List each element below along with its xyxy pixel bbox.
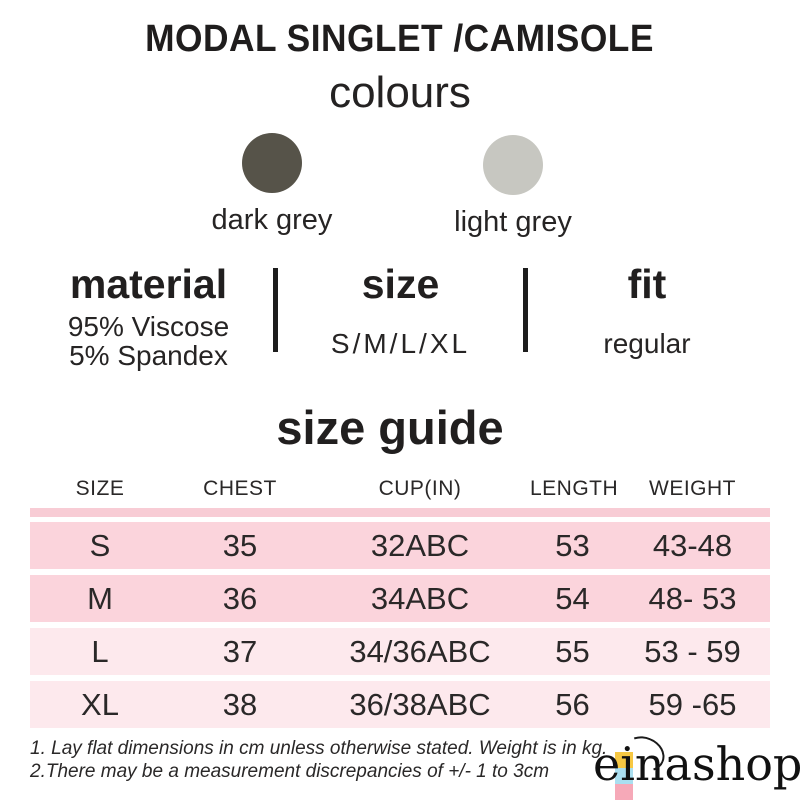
cell-size: S xyxy=(89,527,111,563)
cell-size: XL xyxy=(81,686,119,722)
accent-bar xyxy=(30,508,770,517)
cell-chest: 35 xyxy=(222,527,258,563)
colours-heading: colours xyxy=(329,68,471,117)
vertical-divider xyxy=(523,268,528,352)
logo-block-yellow xyxy=(615,752,633,768)
cell-length: 53 xyxy=(555,527,590,563)
logo-block-pink xyxy=(615,784,633,800)
light-grey-circle xyxy=(483,135,543,195)
cell-length: 55 xyxy=(555,633,590,669)
column-header-chest: CHEST xyxy=(203,477,277,500)
page-title: MODAL SINGLET /CAMISOLE xyxy=(0,18,800,61)
cell-cup: 34/36ABC xyxy=(349,633,491,669)
table-header-row: SIZE CHEST CUP(IN) LENGTH WEIGHT xyxy=(30,477,770,501)
swatch-label-dark-grey: dark grey xyxy=(211,204,333,236)
size-guide-title: size guide xyxy=(276,401,504,454)
material-line-2: 5% Spandex xyxy=(69,340,228,372)
column-header-cup: CUP(IN) xyxy=(378,477,462,500)
size-heading: size xyxy=(361,261,440,307)
column-header-size: SIZE xyxy=(75,477,125,500)
material-lines: 95% Viscose 5% Spandex xyxy=(24,312,273,370)
cell-length: 56 xyxy=(555,686,590,722)
table-row-s: S 35 32ABC 53 43-48 xyxy=(30,522,770,569)
logo-color-blocks xyxy=(615,752,633,800)
cell-cup: 32ABC xyxy=(370,527,470,563)
cell-chest: 37 xyxy=(222,633,258,669)
cell-weight: 48- 53 xyxy=(648,580,737,616)
info-size: size S/M/L/XL xyxy=(278,256,523,370)
footnote-2: 2.There may be a measurement discrepanci… xyxy=(30,761,550,782)
logo-block-blue xyxy=(615,768,633,784)
size-guide-table: SIZE CHEST CUP(IN) LENGTH WEIGHT S 35 32… xyxy=(30,477,770,728)
page-title-text: MODAL SINGLET /CAMISOLE xyxy=(145,18,655,60)
swatch-light-grey: light grey xyxy=(441,135,585,239)
fit-heading: fit xyxy=(627,261,667,307)
material-heading: material xyxy=(69,261,228,307)
cell-size: L xyxy=(91,633,109,669)
cell-length: 54 xyxy=(555,580,590,616)
footnotes: 1. Lay flat dimensions in cm unless othe… xyxy=(30,737,607,783)
table-row-m: M 36 34ABC 54 48- 53 xyxy=(30,575,770,622)
vertical-divider xyxy=(273,268,278,352)
material-line-1: 95% Viscose xyxy=(67,311,230,343)
cell-weight: 43-48 xyxy=(652,527,733,563)
cell-weight: 59 -65 xyxy=(648,686,737,722)
table-row-l: L 37 34/36ABC 55 53 - 59 xyxy=(30,628,770,675)
brand-name: einashop xyxy=(593,737,800,791)
size-options: S/M/L/XL xyxy=(330,328,471,360)
cell-size: M xyxy=(87,580,113,616)
cell-cup: 36/38ABC xyxy=(349,686,491,722)
info-material: material 95% Viscose 5% Spandex xyxy=(24,256,273,370)
info-row: material 95% Viscose 5% Spandex size S/M… xyxy=(24,256,766,370)
swatch-label-light-grey: light grey xyxy=(454,206,572,238)
footnote-1: 1. Lay flat dimensions in cm unless othe… xyxy=(30,738,608,759)
cell-chest: 36 xyxy=(222,580,258,616)
column-header-weight: WEIGHT xyxy=(649,477,736,500)
column-header-length: LENGTH xyxy=(530,477,619,500)
fit-value: regular xyxy=(603,328,691,360)
cell-weight: 53 - 59 xyxy=(644,633,741,669)
table-row-xl: XL 38 36/38ABC 56 59 -65 xyxy=(30,681,770,728)
swatch-dark-grey: dark grey xyxy=(200,133,344,237)
brand-logo: einashop xyxy=(593,730,800,800)
info-fit: fit regular xyxy=(528,256,766,370)
cell-chest: 38 xyxy=(222,686,258,722)
cell-cup: 34ABC xyxy=(370,580,470,616)
dark-grey-circle xyxy=(242,133,302,193)
